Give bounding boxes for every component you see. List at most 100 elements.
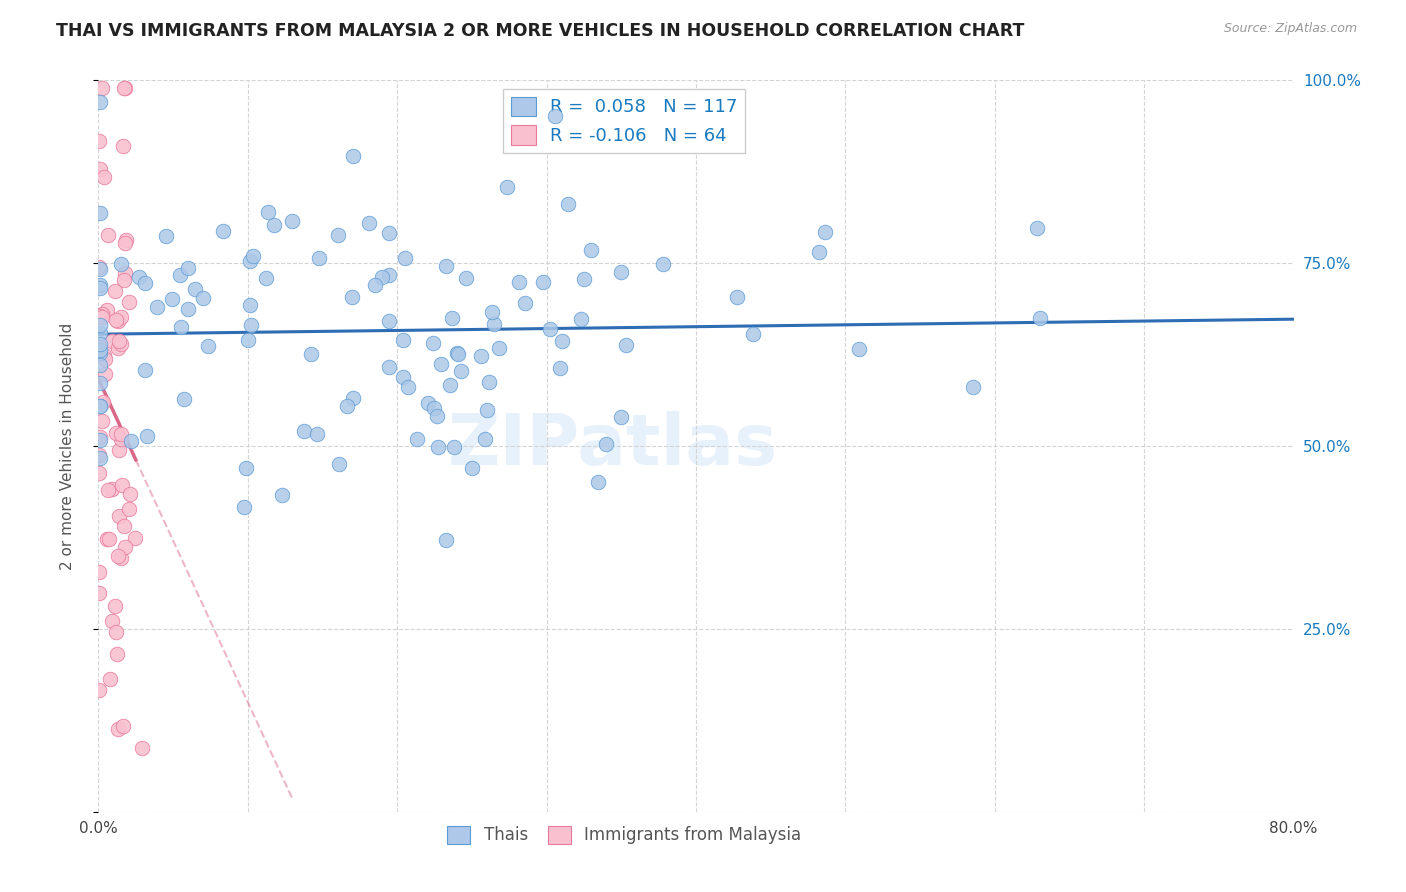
Point bbox=[111, 477, 134, 491]
Point bbox=[91, 310, 114, 324]
Point bbox=[114, 266, 136, 280]
Point bbox=[107, 314, 129, 328]
Point bbox=[422, 335, 444, 350]
Point bbox=[110, 427, 132, 442]
Point bbox=[110, 257, 132, 271]
Point bbox=[170, 320, 193, 334]
Point bbox=[93, 352, 115, 367]
Point bbox=[89, 399, 111, 413]
Point bbox=[470, 349, 492, 363]
Point bbox=[474, 432, 496, 446]
Point bbox=[427, 440, 450, 454]
Point bbox=[595, 437, 617, 451]
Point bbox=[454, 271, 477, 285]
Point bbox=[848, 342, 870, 356]
Point bbox=[814, 225, 837, 239]
Point bbox=[91, 80, 114, 95]
Point bbox=[136, 429, 159, 443]
Point bbox=[89, 134, 111, 148]
Point bbox=[90, 307, 112, 321]
Point bbox=[430, 357, 453, 371]
Point bbox=[439, 378, 461, 392]
Point bbox=[392, 333, 415, 347]
Point bbox=[89, 339, 111, 353]
Point bbox=[108, 442, 131, 457]
Point bbox=[450, 364, 472, 378]
Point bbox=[357, 216, 380, 230]
Point bbox=[89, 309, 111, 323]
Point bbox=[586, 475, 609, 489]
Point bbox=[609, 265, 631, 279]
Point bbox=[340, 290, 363, 304]
Point bbox=[235, 461, 257, 475]
Point bbox=[212, 224, 235, 238]
Point bbox=[98, 672, 121, 686]
Point bbox=[342, 391, 364, 405]
Point bbox=[308, 251, 330, 265]
Point bbox=[114, 80, 136, 95]
Point bbox=[96, 303, 118, 318]
Point bbox=[173, 392, 195, 406]
Point bbox=[89, 448, 111, 462]
Point bbox=[134, 363, 156, 377]
Point bbox=[531, 276, 554, 290]
Point bbox=[378, 314, 401, 328]
Point bbox=[107, 508, 129, 523]
Point bbox=[177, 301, 200, 316]
Point bbox=[97, 532, 120, 546]
Point bbox=[89, 430, 111, 444]
Point bbox=[160, 292, 183, 306]
Point bbox=[117, 501, 139, 516]
Point bbox=[89, 450, 111, 465]
Point bbox=[342, 149, 364, 163]
Point bbox=[89, 206, 111, 220]
Point bbox=[299, 347, 322, 361]
Point bbox=[124, 531, 146, 545]
Point bbox=[538, 322, 561, 336]
Point bbox=[232, 500, 254, 514]
Point bbox=[177, 260, 200, 275]
Point bbox=[364, 277, 387, 292]
Point bbox=[89, 326, 111, 340]
Point bbox=[105, 313, 128, 327]
Text: THAI VS IMMIGRANTS FROM MALAYSIA 2 OR MORE VEHICLES IN HOUSEHOLD CORRELATION CHA: THAI VS IMMIGRANTS FROM MALAYSIA 2 OR MO… bbox=[56, 22, 1025, 40]
Point bbox=[114, 236, 136, 251]
Point bbox=[725, 290, 748, 304]
Point bbox=[326, 228, 349, 243]
Point bbox=[110, 432, 132, 446]
Point bbox=[1026, 221, 1049, 235]
Point bbox=[281, 214, 304, 228]
Point bbox=[128, 269, 150, 284]
Point bbox=[97, 227, 120, 242]
Point bbox=[104, 599, 127, 614]
Point bbox=[1028, 310, 1050, 325]
Point bbox=[378, 268, 401, 282]
Point bbox=[443, 440, 465, 454]
Point bbox=[134, 276, 156, 290]
Point bbox=[478, 376, 501, 390]
Point bbox=[461, 461, 484, 475]
Point bbox=[184, 282, 207, 296]
Point bbox=[169, 268, 191, 282]
Point bbox=[89, 586, 111, 600]
Point bbox=[89, 337, 111, 351]
Point bbox=[378, 360, 401, 375]
Point bbox=[89, 343, 111, 357]
Point bbox=[741, 326, 763, 341]
Point bbox=[118, 295, 141, 310]
Point bbox=[110, 310, 132, 324]
Point bbox=[93, 169, 115, 184]
Point bbox=[89, 260, 111, 275]
Point bbox=[579, 243, 602, 257]
Point bbox=[239, 254, 262, 268]
Point bbox=[89, 466, 111, 480]
Point bbox=[89, 358, 111, 372]
Point bbox=[155, 229, 177, 244]
Point bbox=[89, 310, 111, 324]
Point bbox=[110, 551, 132, 566]
Point bbox=[93, 367, 115, 381]
Point bbox=[482, 317, 505, 331]
Point bbox=[146, 301, 169, 315]
Point bbox=[89, 682, 111, 697]
Point bbox=[513, 296, 536, 310]
